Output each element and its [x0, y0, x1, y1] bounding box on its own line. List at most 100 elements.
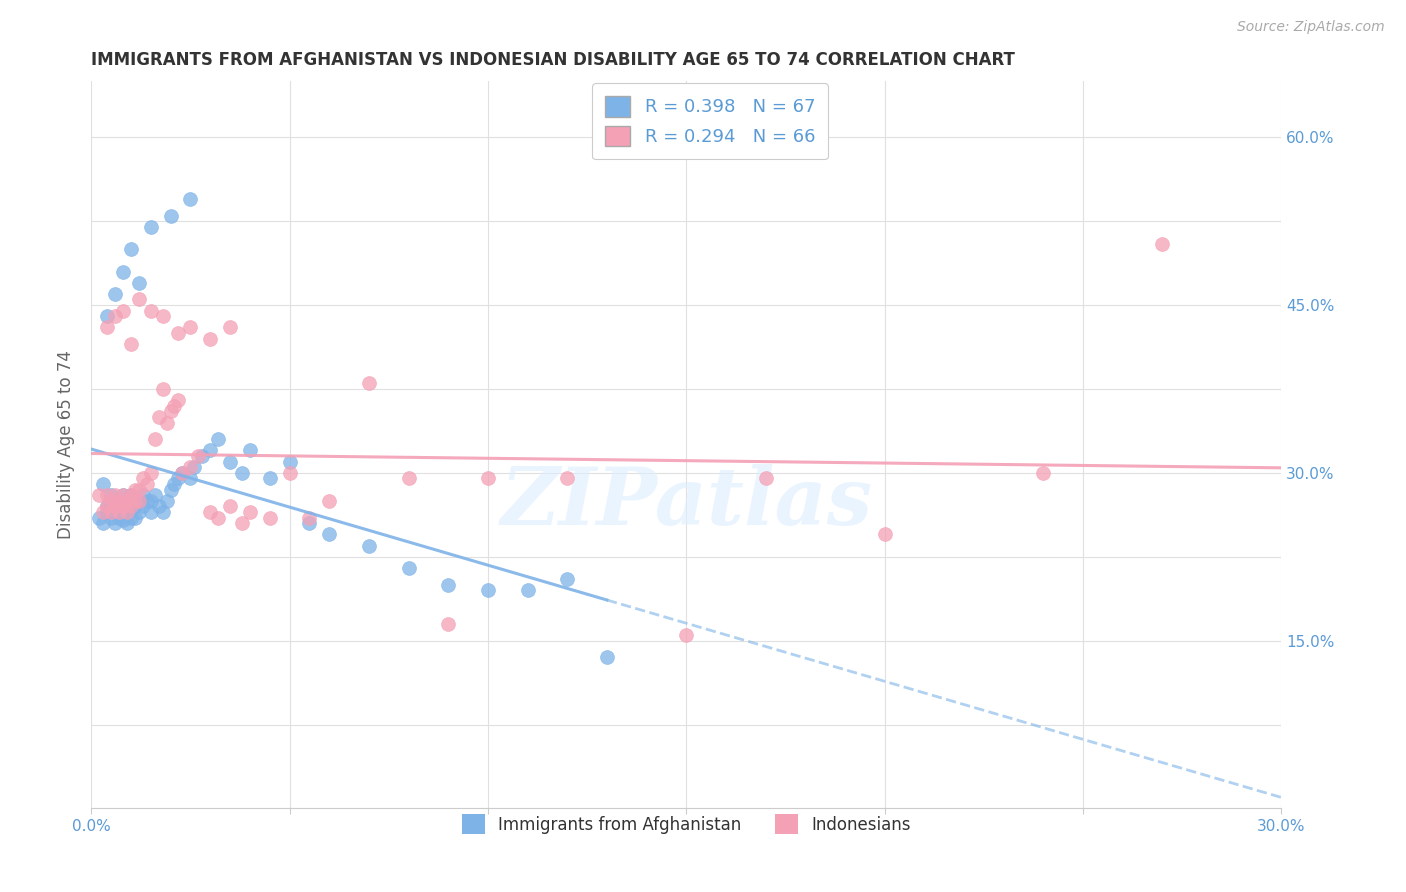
- Point: [207, 510, 229, 524]
- Point: [124, 483, 146, 497]
- Point: [132, 471, 155, 485]
- Point: [437, 616, 460, 631]
- Point: [239, 443, 262, 458]
- Point: [120, 500, 142, 514]
- Point: [219, 500, 242, 514]
- Point: [198, 505, 221, 519]
- Point: [259, 471, 281, 485]
- Point: [111, 500, 134, 514]
- Point: [1152, 236, 1174, 251]
- Point: [191, 449, 214, 463]
- Point: [96, 310, 118, 324]
- Point: [183, 460, 205, 475]
- Point: [398, 561, 420, 575]
- Point: [111, 513, 134, 527]
- Point: [124, 493, 146, 508]
- Point: [115, 505, 138, 519]
- Point: [298, 510, 321, 524]
- Point: [179, 471, 201, 485]
- Point: [96, 500, 118, 514]
- Point: [873, 527, 896, 541]
- Point: [108, 510, 131, 524]
- Point: [96, 500, 118, 514]
- Point: [108, 505, 131, 519]
- Point: [179, 460, 201, 475]
- Point: [87, 488, 110, 502]
- Point: [179, 320, 201, 334]
- Point: [120, 510, 142, 524]
- Point: [139, 219, 162, 234]
- Y-axis label: Disability Age 65 to 74: Disability Age 65 to 74: [58, 351, 75, 540]
- Point: [100, 510, 122, 524]
- Point: [91, 477, 114, 491]
- Point: [219, 455, 242, 469]
- Point: [115, 493, 138, 508]
- Point: [155, 416, 177, 430]
- Point: [128, 493, 150, 508]
- Point: [596, 650, 619, 665]
- Point: [239, 505, 262, 519]
- Point: [91, 516, 114, 531]
- Point: [104, 505, 127, 519]
- Point: [104, 488, 127, 502]
- Point: [172, 466, 194, 480]
- Point: [159, 404, 181, 418]
- Point: [198, 443, 221, 458]
- Text: Source: ZipAtlas.com: Source: ZipAtlas.com: [1237, 20, 1385, 34]
- Point: [104, 516, 127, 531]
- Point: [139, 493, 162, 508]
- Point: [231, 466, 253, 480]
- Point: [231, 516, 253, 531]
- Point: [139, 303, 162, 318]
- Point: [100, 488, 122, 502]
- Point: [477, 583, 499, 598]
- Point: [128, 276, 150, 290]
- Point: [148, 500, 170, 514]
- Point: [120, 337, 142, 351]
- Point: [111, 501, 134, 516]
- Legend: Immigrants from Afghanistan, Indonesians: Immigrants from Afghanistan, Indonesians: [451, 805, 921, 844]
- Point: [187, 449, 209, 463]
- Point: [398, 471, 420, 485]
- Point: [167, 326, 190, 340]
- Point: [108, 493, 131, 508]
- Point: [152, 310, 174, 324]
- Point: [111, 264, 134, 278]
- Point: [111, 488, 134, 502]
- Point: [675, 628, 697, 642]
- Point: [128, 505, 150, 519]
- Point: [104, 286, 127, 301]
- Point: [163, 399, 186, 413]
- Point: [135, 493, 157, 508]
- Point: [152, 505, 174, 519]
- Point: [115, 505, 138, 519]
- Point: [96, 488, 118, 502]
- Point: [167, 393, 190, 408]
- Point: [115, 516, 138, 531]
- Point: [100, 493, 122, 508]
- Point: [219, 320, 242, 334]
- Text: IMMIGRANTS FROM AFGHANISTAN VS INDONESIAN DISABILITY AGE 65 TO 74 CORRELATION CH: IMMIGRANTS FROM AFGHANISTAN VS INDONESIA…: [91, 51, 1015, 69]
- Point: [259, 510, 281, 524]
- Point: [120, 500, 142, 514]
- Point: [100, 505, 122, 519]
- Point: [104, 310, 127, 324]
- Point: [437, 578, 460, 592]
- Point: [124, 500, 146, 514]
- Point: [152, 382, 174, 396]
- Point: [128, 483, 150, 497]
- Point: [555, 572, 578, 586]
- Point: [120, 488, 142, 502]
- Point: [318, 527, 340, 541]
- Point: [148, 409, 170, 424]
- Point: [179, 192, 201, 206]
- Point: [163, 477, 186, 491]
- Point: [172, 466, 194, 480]
- Point: [100, 500, 122, 514]
- Text: ZIPatlas: ZIPatlas: [501, 465, 872, 541]
- Point: [143, 432, 166, 446]
- Point: [124, 510, 146, 524]
- Point: [104, 500, 127, 514]
- Point: [139, 505, 162, 519]
- Point: [516, 583, 538, 598]
